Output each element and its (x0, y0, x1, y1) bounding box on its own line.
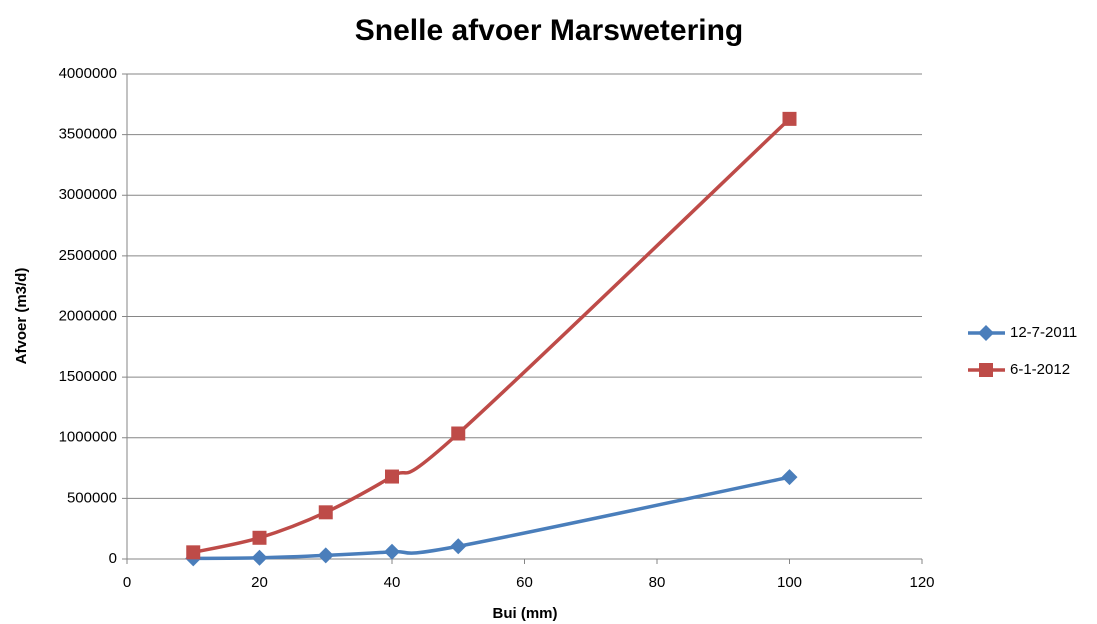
x-axis-title: Bui (mm) (493, 605, 558, 622)
x-tick-label: 40 (384, 574, 401, 591)
data-point (318, 505, 333, 520)
y-tick-label: 0 (109, 550, 117, 567)
x-tick-label: 0 (123, 574, 131, 591)
y-tick-label: 2000000 (59, 307, 117, 324)
legend-marker (978, 325, 994, 341)
x-tick-label: 100 (777, 574, 802, 591)
y-tick-label: 4000000 (59, 65, 117, 82)
y-tick-label: 1500000 (59, 368, 117, 385)
x-tick-label: 60 (516, 574, 533, 591)
data-point (186, 545, 201, 560)
data-point (252, 530, 267, 545)
y-tick-label: 2500000 (59, 247, 117, 264)
data-point (385, 469, 399, 484)
y-tick-label: 3000000 (59, 186, 117, 203)
data-point (782, 111, 797, 126)
y-tick-label: 500000 (67, 489, 117, 506)
data-point (251, 549, 268, 566)
x-tick-label: 20 (251, 574, 268, 591)
data-point (450, 538, 467, 555)
legend-label: 6-1-2012 (1010, 361, 1070, 378)
y-tick-label: 3500000 (59, 126, 117, 143)
legend-label: 12-7-2011 (1010, 324, 1077, 341)
data-point (451, 426, 466, 441)
x-tick-label: 120 (909, 574, 934, 591)
data-point (384, 543, 400, 560)
y-tick-label: 1000000 (59, 429, 117, 446)
legend-marker (979, 363, 993, 377)
x-tick-label: 80 (649, 574, 666, 591)
data-point (781, 469, 798, 486)
y-axis-title: Afvoer (m3/d) (13, 268, 30, 365)
data-point (317, 547, 334, 564)
chart-title: Snelle afvoer Marswetering (355, 14, 743, 47)
